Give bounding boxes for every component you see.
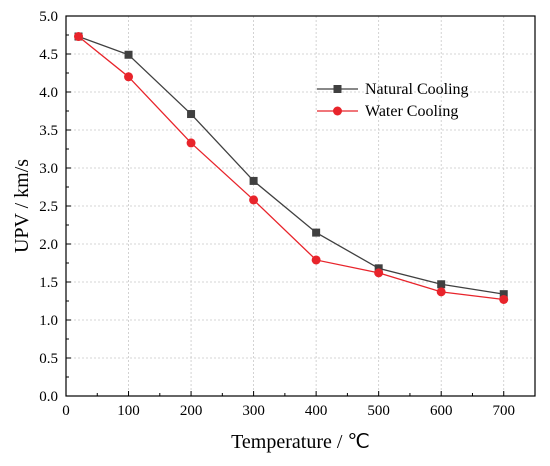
data-point [187, 110, 196, 119]
data-point [374, 268, 384, 278]
y-tick-label: 0.5 [39, 351, 58, 367]
y-tick-label: 3.5 [39, 123, 58, 139]
y-axis-title: UPV / km/s [11, 159, 33, 253]
y-tick-label: 3.0 [39, 161, 58, 177]
x-tick-label: 0 [62, 403, 70, 419]
series-line [78, 35, 504, 295]
x-tick-label: 700 [492, 403, 515, 419]
y-tick-label: 1.0 [39, 313, 58, 329]
x-tick-label: 400 [305, 403, 328, 419]
y-tick-label: 4.0 [39, 85, 58, 101]
data-point [374, 264, 383, 273]
data-point [436, 287, 446, 297]
data-point [499, 294, 509, 304]
data-point [311, 255, 321, 265]
data-point [249, 176, 258, 185]
data-point [312, 228, 321, 237]
x-tick-label: 100 [117, 403, 140, 419]
series-layer [74, 32, 509, 304]
legend-label: Natural Cooling [365, 81, 469, 98]
y-tick-label: 2.0 [39, 237, 58, 253]
y-tick-label: 1.5 [39, 275, 58, 291]
x-tick-label: 300 [242, 403, 265, 419]
series-1 [74, 32, 509, 304]
y-tick-label: 5.0 [39, 9, 58, 25]
data-point [249, 195, 259, 205]
y-tick-label: 2.5 [39, 199, 58, 215]
x-tick-label: 600 [430, 403, 453, 419]
tick-labels: 0 100 200 300 400 500 600 700 0.0 0.5 1.0 1.5 2.0 2.5… [39, 9, 515, 419]
y-tick-label: 4.5 [39, 47, 58, 63]
x-axis-title: Temperature / ℃ [231, 431, 370, 453]
data-point [499, 290, 508, 299]
legend-label: Water Cooling [365, 103, 458, 120]
x-tick-label: 200 [180, 403, 203, 419]
data-point [124, 50, 133, 59]
series-line [78, 36, 504, 301]
grid-lines [66, 16, 535, 396]
data-point [74, 32, 84, 42]
plot-area-frame [65, 15, 536, 397]
legend: Natural Cooling Water Cooling [317, 81, 469, 120]
legend-marker [333, 85, 342, 93]
data-point [437, 280, 446, 289]
data-point [186, 138, 196, 148]
y-tick-label: 0.0 [39, 389, 58, 405]
legend-marker [333, 106, 342, 116]
axis-ticks [65, 15, 505, 397]
series-0 [74, 32, 508, 299]
x-tick-label: 500 [367, 403, 390, 419]
data-point [124, 72, 134, 82]
